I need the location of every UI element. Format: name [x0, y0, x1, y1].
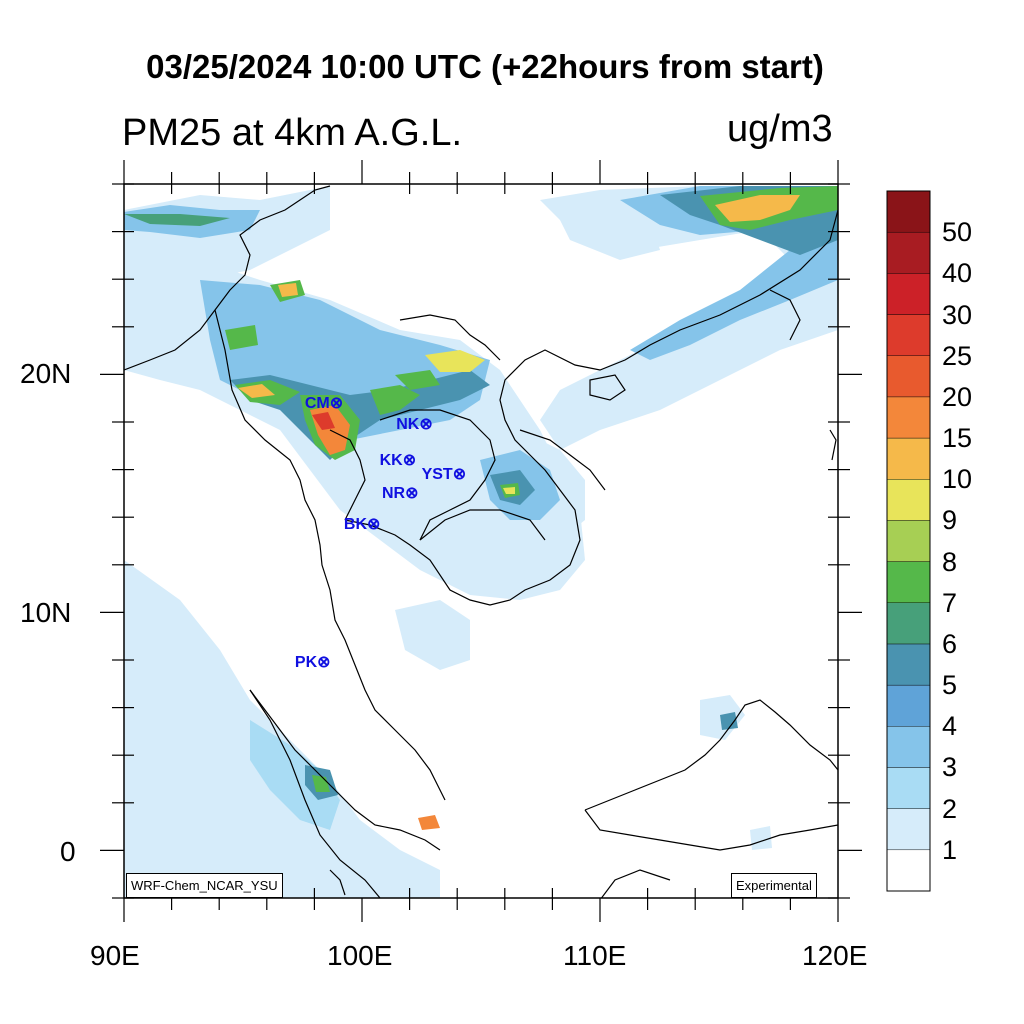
- status-tag: Experimental: [731, 873, 817, 898]
- page-title: 03/25/2024 10:00 UTC (+22hours from star…: [146, 48, 824, 85]
- colorbar-swatch: [886, 396, 931, 439]
- pm25-contour: [750, 826, 772, 850]
- colorbar-label: 30: [942, 299, 973, 330]
- field-title: PM25 at 4km A.G.L.: [122, 112, 463, 154]
- colorbar-swatch: [886, 190, 931, 233]
- colorbar-label: 7: [942, 587, 958, 618]
- x-tick-label: 90E: [90, 940, 140, 971]
- colorbar-swatch: [886, 602, 931, 645]
- station-label: NK: [396, 416, 420, 434]
- x-tick-label: 100E: [327, 940, 393, 971]
- unit-label: ug/m3: [727, 108, 833, 150]
- colorbar-swatch: [886, 561, 931, 603]
- station-marker: NK⊗: [396, 414, 433, 434]
- colorbar-swatch: [886, 273, 931, 315]
- colorbar-swatch: [886, 437, 931, 480]
- station-marker: PK⊗: [295, 652, 331, 672]
- pm25-field: [124, 185, 838, 898]
- station-marker: BK⊗: [344, 514, 381, 534]
- colorbar-swatch: [886, 849, 931, 892]
- pm25-contour: [278, 283, 298, 297]
- colorbar-swatch: [886, 479, 931, 521]
- station-marker: YST⊗: [422, 464, 467, 484]
- model-tag: WRF-Chem_NCAR_YSU: [126, 873, 283, 898]
- y-tick-label: 10N: [20, 597, 72, 628]
- colorbar-label: 25: [942, 340, 973, 371]
- pm25-contour: [418, 815, 440, 830]
- colorbar-label: 20: [942, 381, 973, 412]
- colorbar-frame: [886, 190, 931, 892]
- station-marker: CM⊗: [305, 393, 343, 413]
- station-symbol-icon: ⊗: [317, 654, 331, 672]
- pm25-contour: [540, 186, 838, 450]
- colorbar-swatch: [886, 314, 931, 356]
- pm25-contour: [124, 560, 440, 898]
- colorbar-label: 4: [942, 711, 958, 742]
- colorbar-label: 3: [942, 752, 958, 783]
- colorbar-label: 15: [942, 423, 973, 454]
- station-label: CM: [304, 394, 330, 412]
- station-marker: KK⊗: [380, 450, 417, 470]
- colorbar-swatch: [886, 520, 931, 562]
- colorbar-swatch: [886, 231, 931, 274]
- colorbar: [886, 190, 931, 892]
- x-tick-label: 120E: [802, 940, 868, 971]
- pm25-contour: [238, 384, 275, 398]
- pm25-contour: [395, 370, 440, 390]
- pm25-contour: [370, 385, 420, 415]
- pm25-contour: [715, 195, 800, 222]
- colorbar-label: 2: [942, 793, 958, 824]
- pm25-contour: [425, 350, 485, 372]
- pm25-contour: [720, 712, 738, 730]
- map-frame: [123, 183, 839, 899]
- colorbar-swatch: [886, 643, 931, 686]
- colorbar-label: 40: [942, 258, 973, 289]
- x-tick-label: 110E: [563, 940, 627, 971]
- colorbar-swatch: [886, 726, 931, 768]
- y-tick-label: 0: [60, 836, 76, 867]
- station-label: NR: [381, 485, 406, 503]
- colorbar-label: 1: [942, 834, 958, 865]
- station-symbol-icon: ⊗: [402, 452, 417, 470]
- station-label: KK: [379, 452, 403, 470]
- colorbar-label: 50: [942, 217, 973, 248]
- y-tick-label: 20N: [20, 358, 72, 389]
- colorbar-label: 9: [942, 505, 958, 536]
- station-symbol-icon: ⊗: [419, 416, 433, 434]
- pm25-contour: [550, 200, 660, 260]
- pm25-contour: [503, 487, 515, 494]
- pm25-contour: [312, 775, 330, 792]
- colorbar-swatch: [886, 808, 931, 851]
- colorbar-swatch: [886, 767, 931, 809]
- pm25-contour: [312, 412, 335, 430]
- station-marker: NR⊗: [382, 483, 419, 503]
- station-symbol-icon: ⊗: [452, 466, 467, 484]
- pm25-contour: [225, 325, 258, 350]
- colorbar-label: 10: [942, 464, 973, 495]
- colorbar-label: 5: [942, 670, 958, 701]
- colorbar-label: 6: [942, 628, 958, 659]
- station-label: PK: [294, 654, 318, 672]
- colorbar-label: 8: [942, 546, 958, 577]
- station-label: BK: [343, 516, 367, 534]
- station-symbol-icon: ⊗: [329, 394, 344, 412]
- station-symbol-icon: ⊗: [367, 516, 381, 534]
- colorbar-swatch: [886, 684, 931, 727]
- colorbar-swatch: [886, 355, 931, 398]
- station-symbol-icon: ⊗: [405, 485, 419, 503]
- pm25-contour: [395, 600, 470, 670]
- station-label: YST: [421, 466, 453, 484]
- pm25-contour: [124, 214, 230, 226]
- coastlines: [124, 185, 838, 898]
